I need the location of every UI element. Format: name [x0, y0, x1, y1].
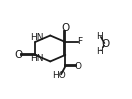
Text: HO: HO	[52, 71, 66, 80]
Text: HN: HN	[30, 54, 44, 63]
Text: H: H	[96, 32, 103, 41]
Text: H: H	[96, 47, 103, 56]
Text: HN: HN	[30, 33, 44, 42]
Text: O: O	[61, 23, 69, 33]
Text: F: F	[78, 38, 83, 47]
Text: O: O	[14, 50, 22, 60]
Text: O: O	[101, 39, 110, 49]
Text: O: O	[75, 62, 82, 71]
